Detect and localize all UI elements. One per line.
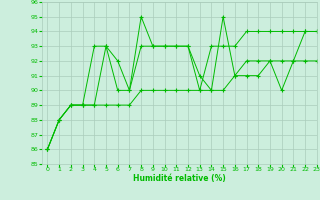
X-axis label: Humidité relative (%): Humidité relative (%) — [133, 174, 226, 183]
